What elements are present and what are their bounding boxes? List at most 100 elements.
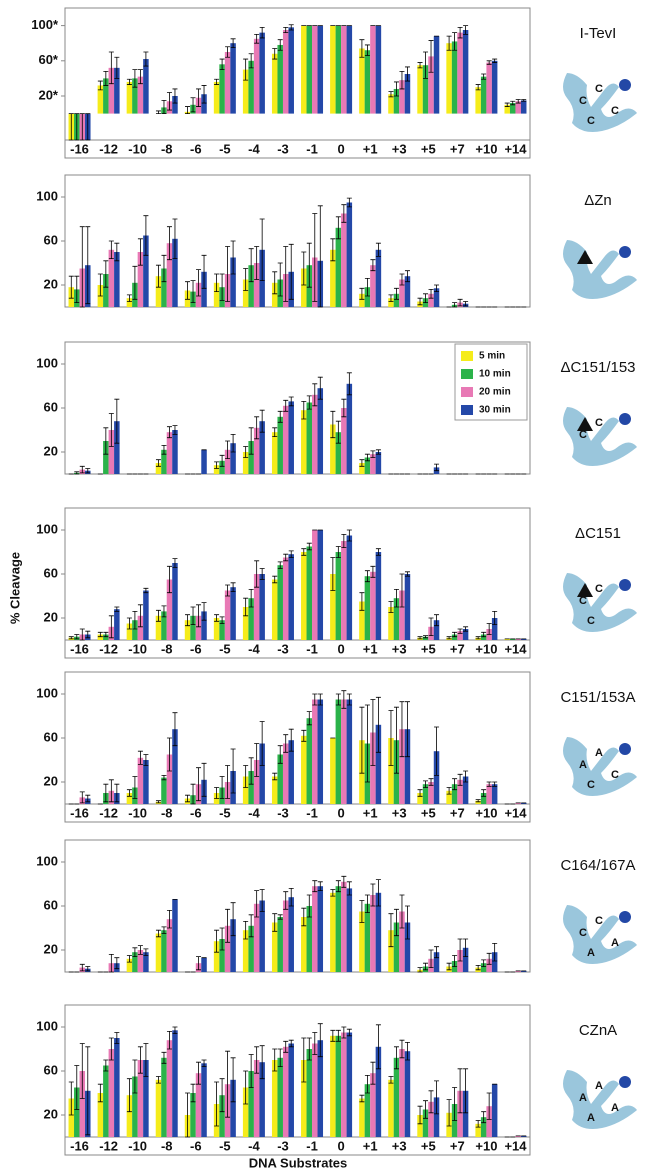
bar xyxy=(486,784,492,804)
x-tick-label: -10 xyxy=(128,141,147,156)
bar xyxy=(417,65,423,113)
x-tick-label: -1 xyxy=(306,641,318,656)
icon-letter: C xyxy=(587,779,595,791)
bar xyxy=(312,26,318,114)
bar xyxy=(359,48,365,113)
bar xyxy=(318,388,324,474)
icon-letter: C xyxy=(587,615,595,627)
bar xyxy=(277,565,283,640)
x-tick-label: -8 xyxy=(161,1138,173,1153)
icon-letter: C xyxy=(595,83,603,95)
bar xyxy=(230,587,236,640)
bar xyxy=(486,63,492,114)
x-axis-label: DNA Substrates xyxy=(249,1155,347,1170)
bar xyxy=(347,384,353,474)
bar xyxy=(434,36,440,113)
bar xyxy=(347,1033,353,1138)
x-tick-label: -4 xyxy=(248,141,260,156)
y-tick-label: 100 xyxy=(36,188,58,203)
x-tick-label: -10 xyxy=(128,1138,147,1153)
error-bar xyxy=(476,800,481,802)
legend-swatch xyxy=(461,387,473,397)
x-tick-label: +3 xyxy=(392,141,407,156)
x-tick-label: 0 xyxy=(337,641,344,656)
x-tick-label: -10 xyxy=(128,641,147,656)
x-tick-label: -16 xyxy=(70,641,89,656)
x-tick-label: +5 xyxy=(421,641,436,656)
bar xyxy=(341,541,347,640)
bar xyxy=(156,934,162,973)
x-tick-label: -4 xyxy=(248,1138,260,1153)
bar xyxy=(156,1080,162,1137)
bar xyxy=(463,30,469,114)
bar xyxy=(347,536,353,641)
bar xyxy=(114,1038,120,1137)
x-tick-label: -1 xyxy=(306,141,318,156)
x-tick-label: +7 xyxy=(450,641,465,656)
legend-label: 30 min xyxy=(479,405,511,416)
figure: % Cleavage DNA Substrates 20*60*100*-16-… xyxy=(0,0,659,1176)
bar xyxy=(272,1060,278,1137)
bar xyxy=(318,530,324,640)
x-tick-label: +10 xyxy=(475,1138,497,1153)
x-tick-label: -16 xyxy=(70,1138,89,1153)
y-tick-label: 20 xyxy=(44,1106,58,1121)
icon-letter: C xyxy=(587,115,595,127)
bar xyxy=(272,432,278,474)
bar xyxy=(172,430,178,474)
bar xyxy=(370,572,376,640)
y-tick-label: 100 xyxy=(36,355,58,370)
zinc-dot xyxy=(619,246,631,258)
bar xyxy=(277,917,283,972)
y-tick-label: 20 xyxy=(44,443,58,458)
x-tick-label: +14 xyxy=(504,641,527,656)
x-tick-label: +1 xyxy=(363,805,378,820)
icon-letter: A xyxy=(587,1112,595,1124)
bar xyxy=(283,30,289,114)
y-tick-label: 100 xyxy=(36,853,58,868)
bar xyxy=(336,1036,342,1137)
bar xyxy=(312,530,318,640)
icon-letter: C xyxy=(595,417,603,429)
bar xyxy=(301,410,307,474)
bar xyxy=(341,882,347,972)
error-bar xyxy=(521,100,526,102)
bar xyxy=(376,552,382,640)
bar xyxy=(172,563,178,640)
bar xyxy=(283,406,289,474)
panel-title: ΔZn xyxy=(584,192,612,209)
x-tick-label: -12 xyxy=(99,641,118,656)
bar xyxy=(201,1063,207,1137)
bar xyxy=(330,738,336,804)
x-tick-label: -6 xyxy=(190,141,202,156)
bar xyxy=(359,1099,365,1138)
x-tick-label: -12 xyxy=(99,1138,118,1153)
bar xyxy=(492,61,498,114)
error-bar xyxy=(423,636,428,638)
bar xyxy=(376,250,382,307)
icon-letter: A xyxy=(611,1102,619,1114)
x-tick-label: +5 xyxy=(421,805,436,820)
x-tick-label: +5 xyxy=(421,141,436,156)
bar xyxy=(109,1049,115,1137)
bar xyxy=(341,26,347,114)
bar xyxy=(452,41,458,113)
bar xyxy=(259,33,265,114)
bar xyxy=(475,87,481,113)
legend-swatch xyxy=(461,351,473,361)
x-tick-label: 0 xyxy=(337,141,344,156)
bar xyxy=(405,574,411,640)
bar xyxy=(312,886,318,972)
panel-title: CZnA xyxy=(579,1022,617,1039)
bar xyxy=(277,417,283,474)
bar xyxy=(370,895,376,972)
bar xyxy=(341,214,347,308)
x-tick-label: +1 xyxy=(363,141,378,156)
bar xyxy=(370,26,376,114)
x-tick-label: -4 xyxy=(248,805,260,820)
legend-swatch xyxy=(461,369,473,379)
bar xyxy=(492,784,498,804)
x-tick-label: -5 xyxy=(219,1138,231,1153)
icon-letter: A xyxy=(579,1092,587,1104)
bar xyxy=(336,886,342,972)
